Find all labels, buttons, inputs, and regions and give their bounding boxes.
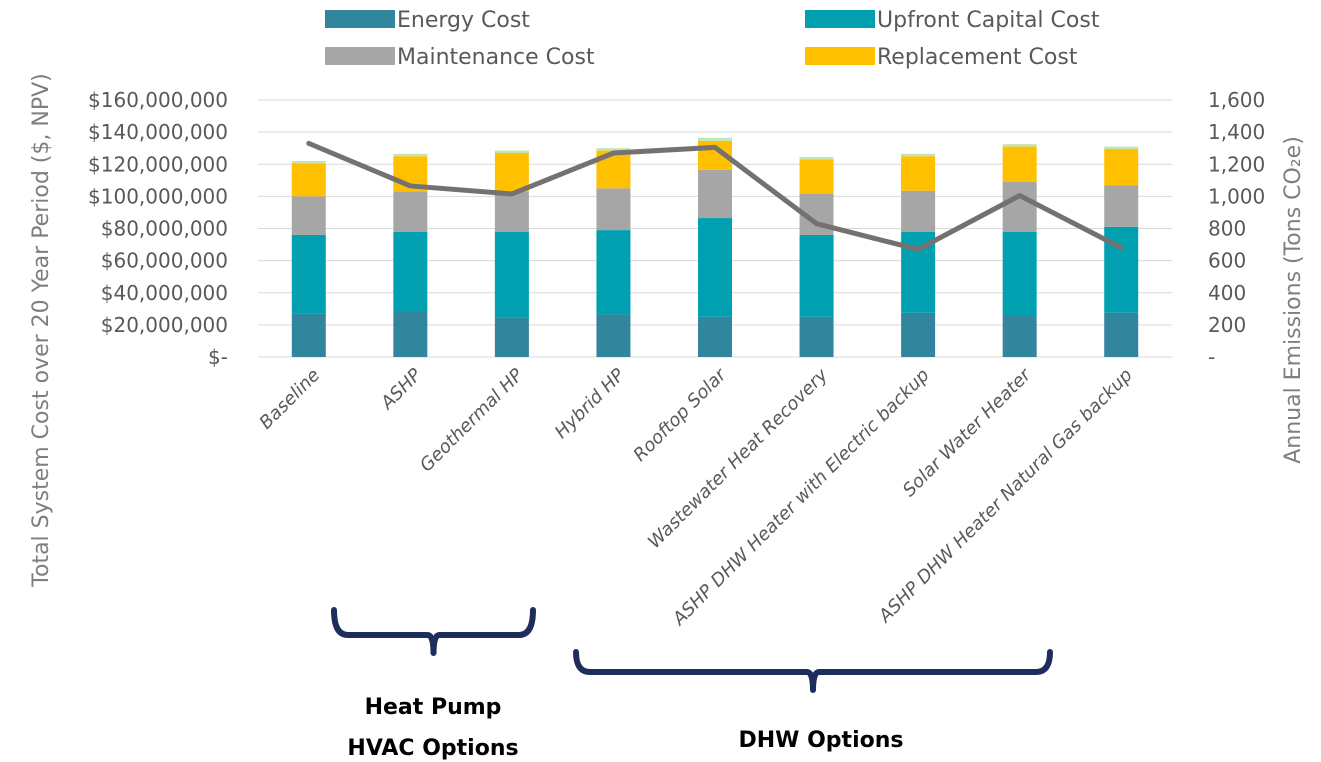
bar-segment [596,314,631,357]
x-category-label: Geothermal HP [416,365,528,477]
bar-segment [494,150,529,154]
bar-segment [799,157,834,160]
bar-segment [1104,146,1139,149]
bar-segment [494,317,529,357]
legend-label: Upfront Capital Cost [877,8,1100,33]
legend-swatch [805,47,875,65]
left-tick-label: $40,000,000 [101,281,228,305]
legend-swatch [325,10,395,28]
left-tick-label: $160,000,000 [88,88,228,112]
left-tick-label: $- [208,345,228,369]
right-tick-label: 1,000 [1208,184,1265,208]
bar-segment [1002,144,1037,147]
left-tick-label: $20,000,000 [101,313,228,337]
right-tick-label: 1,200 [1208,152,1265,176]
legend-label: Maintenance Cost [397,45,595,70]
right-axis-ticks: - 200 400 600 800 1,000 1,200 1,400 1,600 [1208,88,1265,369]
left-tick-label: $100,000,000 [88,184,228,208]
bar-segment [799,159,834,194]
right-tick-label: 1,400 [1208,120,1265,144]
bar-segment [393,231,428,313]
bar-segment [494,231,529,318]
left-tick-label: $80,000,000 [101,217,228,241]
bar-segment [799,316,834,357]
bar-segment [901,190,936,232]
bar-segment [393,312,428,357]
bars [291,137,1139,357]
bar-segment [494,191,529,232]
right-tick-label: 1,600 [1208,88,1265,112]
bracket-dhw [573,649,1053,693]
bar-segment [1002,231,1037,317]
right-tick-label: 600 [1208,249,1246,273]
bracket-hvac [331,607,536,656]
emissions-line-path [306,140,1124,252]
group-label-hvac-line1: Heat Pump [365,695,502,720]
group-label-hvac-line2: HVAC Options [347,736,518,761]
bar-segment [901,156,936,191]
right-tick-label: 200 [1208,313,1246,337]
bar-segment [698,169,732,219]
bar-segment [1002,146,1037,182]
left-axis-ticks: $- $20,000,000 $40,000,000 $60,000,000 $80,0… [88,88,228,369]
left-tick-label: $120,000,000 [88,152,228,176]
legend-label: Replacement Cost [877,45,1078,70]
right-tick-label: 400 [1208,281,1246,305]
group-label-dhw: DHW Options [739,728,904,753]
legend-label: Energy Cost [397,8,530,33]
x-category-label: Wastewater Heat Recovery [644,364,832,552]
bar-segment [393,191,428,232]
bar-segment [1002,316,1037,357]
bar-segment [1002,181,1037,232]
bar-segment [291,313,326,357]
bar-segment [291,196,326,235]
bar-segment [494,153,529,192]
bar-segment [291,163,326,197]
legend-swatch [805,10,875,28]
bar-segment [901,153,936,157]
x-category-label: ASHP [376,365,426,415]
x-category-label: Rooftop Solar [629,364,731,466]
bar-segment [596,148,631,151]
right-tick-label: 800 [1208,217,1246,241]
emissions-line [306,140,1124,252]
bar-segment [698,137,732,141]
legend-swatch [325,47,395,65]
left-tick-label: $60,000,000 [101,249,228,273]
right-axis-title: Annual Emissions (Tons CO₂e) [1281,136,1306,464]
bar-segment [698,316,732,357]
bar-segment [799,234,834,317]
legend: Energy Cost Upfront Capital Cost Maintenan… [325,8,1100,70]
bar-segment [393,153,428,157]
right-tick-label: - [1208,345,1215,369]
bar-segment [596,188,631,231]
bar-segment [1104,185,1139,227]
bar-segment [596,230,631,315]
x-category-label: Baseline [255,365,324,434]
x-category-label: Hybrid HP [551,365,629,443]
bar-segment [1104,312,1139,357]
bar-segment [901,312,936,357]
bar-segment [291,161,326,164]
left-tick-label: $140,000,000 [88,120,228,144]
group-annotations: Heat Pump HVAC Options DHW Options [331,607,1053,761]
bar-segment [291,234,326,314]
bar-segment [698,218,732,317]
left-axis-title: Total System Cost over 20 Year Period ($… [29,73,54,587]
bar-segment [1104,148,1139,186]
